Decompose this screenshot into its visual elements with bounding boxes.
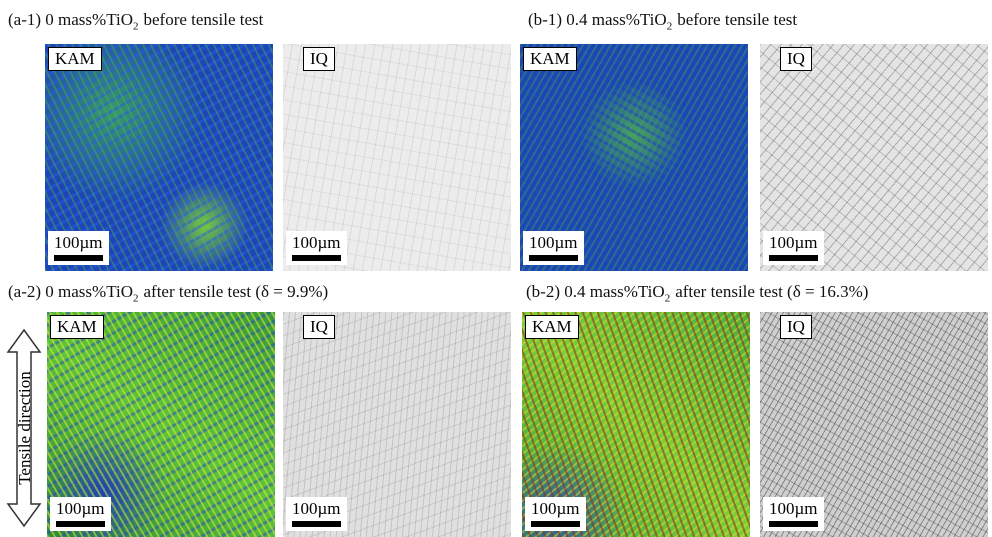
image-label: IQ: [780, 315, 812, 339]
caption: (a-2) 0 mass%TiO2 after tensile test (δ =…: [8, 282, 328, 304]
micrograph: IQ 100µm: [760, 44, 988, 271]
micrograph: KAM 100µm: [520, 44, 748, 271]
scale-bar-line: [292, 255, 341, 261]
scale-bar-label: 100µm: [292, 233, 341, 252]
scale-bar-line: [769, 255, 818, 261]
scale-bar: 100µm: [48, 231, 109, 265]
caption-subscript: 2: [667, 20, 673, 32]
scale-bar-label: 100µm: [54, 233, 103, 252]
caption-rest: before tensile test: [143, 10, 263, 29]
image-label: KAM: [525, 315, 579, 339]
scale-bar-line: [292, 521, 341, 527]
tensile-arrow: Tensile direction: [4, 328, 44, 528]
arrow-label: Tensile direction: [15, 371, 34, 485]
caption-subscript: 2: [133, 292, 139, 304]
scale-bar-line: [769, 521, 818, 527]
scale-bar: 100µm: [286, 231, 347, 265]
micrograph: KAM 100µm: [45, 44, 273, 271]
image-label: KAM: [50, 315, 104, 339]
scale-bar-label: 100µm: [769, 233, 818, 252]
image-label: IQ: [780, 47, 812, 71]
caption: (b-1) 0.4 mass%TiO2 before tensile test: [528, 10, 797, 32]
caption-main: (b-1) 0.4 mass%TiO: [528, 10, 667, 29]
caption-main: (b-2) 0.4 mass%TiO: [526, 282, 665, 301]
image-label: IQ: [303, 47, 335, 71]
micrograph: IQ 100µm: [283, 44, 511, 271]
scale-bar: 100µm: [50, 497, 111, 531]
micrograph: IQ 100µm: [760, 312, 988, 537]
micrograph: IQ 100µm: [283, 312, 511, 537]
caption-main: (a-2) 0 mass%TiO: [8, 282, 133, 301]
scale-bar: 100µm: [286, 497, 347, 531]
caption: (b-2) 0.4 mass%TiO2 after tensile test (δ…: [526, 282, 868, 304]
scale-bar-label: 100µm: [56, 499, 105, 518]
scale-bar: 100µm: [763, 231, 824, 265]
scale-bar-label: 100µm: [292, 499, 341, 518]
caption: (a-1) 0 mass%TiO2 before tensile test: [8, 10, 263, 32]
scale-bar-label: 100µm: [769, 499, 818, 518]
scale-bar-label: 100µm: [529, 233, 578, 252]
caption-subscript: 2: [133, 20, 139, 32]
caption-rest: before tensile test: [677, 10, 797, 29]
scale-bar: 100µm: [523, 231, 584, 265]
image-label: IQ: [303, 315, 335, 339]
image-label: KAM: [523, 47, 577, 71]
scale-bar-line: [56, 521, 105, 527]
image-label: KAM: [48, 47, 102, 71]
scale-bar-label: 100µm: [531, 499, 580, 518]
caption-main: (a-1) 0 mass%TiO: [8, 10, 133, 29]
caption-rest: after tensile test (δ = 16.3%): [675, 282, 868, 301]
figure: Tensile direction (() => { const data = …: [0, 0, 992, 537]
caption-subscript: 2: [665, 292, 671, 304]
scale-bar-line: [54, 255, 103, 261]
scale-bar: 100µm: [525, 497, 586, 531]
caption-rest: after tensile test (δ = 9.9%): [143, 282, 328, 301]
scale-bar-line: [529, 255, 578, 261]
micrograph: KAM 100µm: [522, 312, 750, 537]
scale-bar-line: [531, 521, 580, 527]
scale-bar: 100µm: [763, 497, 824, 531]
micrograph: KAM 100µm: [47, 312, 275, 537]
